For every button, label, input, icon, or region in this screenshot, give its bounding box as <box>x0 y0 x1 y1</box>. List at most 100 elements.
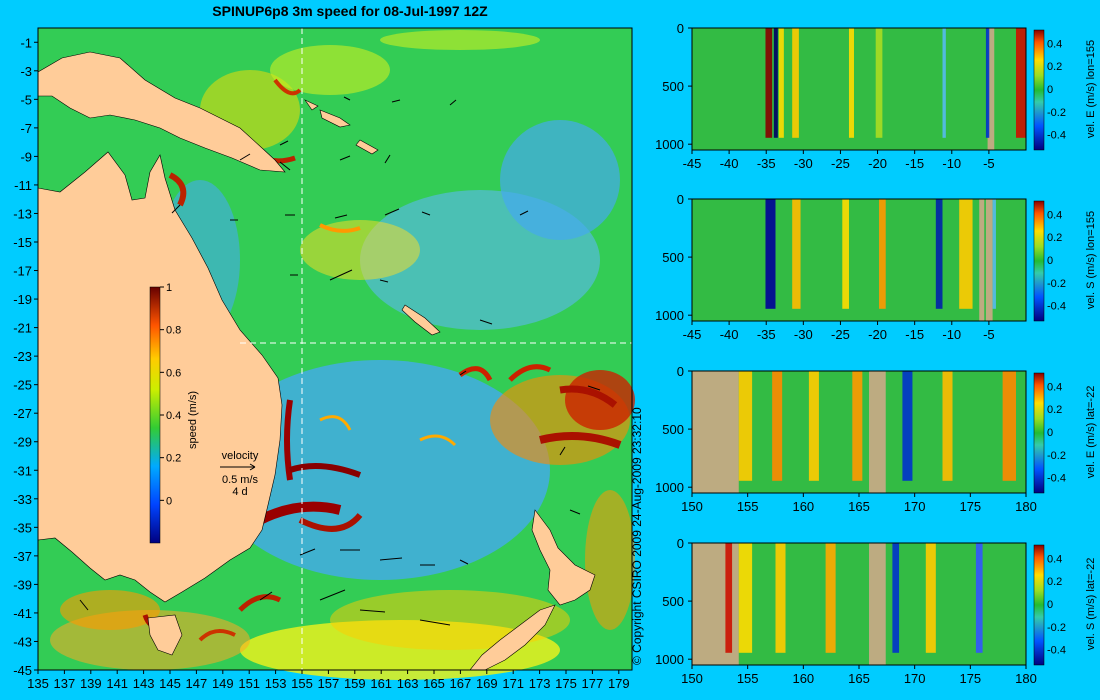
section-x-tick-label: -5 <box>983 327 995 342</box>
section-x-tick-label: 165 <box>848 499 870 514</box>
section-band <box>942 371 953 481</box>
section-x-tick-label: -35 <box>757 327 776 342</box>
section-colorbar-tick-label: -0.4 <box>1047 645 1066 657</box>
section-x-tick-label: 150 <box>681 671 703 686</box>
section-band <box>792 199 801 309</box>
section-band <box>987 28 995 150</box>
velocity-key-arrow <box>220 463 256 471</box>
section-x-tick-label: -15 <box>905 327 924 342</box>
section-x-tick-label: -40 <box>720 156 739 171</box>
map-y-tick-label: -21 <box>13 321 32 336</box>
section-band <box>959 199 973 309</box>
section-band <box>738 371 753 481</box>
section-x-tick-label: 180 <box>1015 671 1037 686</box>
section-frame <box>691 198 1027 322</box>
section-band <box>773 28 778 138</box>
section-band <box>1015 28 1026 138</box>
section-band <box>935 199 943 309</box>
section-y-tick-label: 500 <box>662 250 684 265</box>
section-colorbar-tick-label: 0 <box>1047 599 1053 611</box>
velocity-key: velocity 0.5 m/s 4 d <box>210 450 270 498</box>
section-band <box>879 199 886 309</box>
map-x-tick-label: 153 <box>265 676 287 691</box>
map-x-tick-label: 169 <box>476 676 498 691</box>
section-band <box>852 371 863 481</box>
map-y-tick-label: -25 <box>13 378 32 393</box>
velocity-key-time: 4 d <box>232 486 248 498</box>
section-x-tick-label: -10 <box>942 327 961 342</box>
map-x-tick-label: 179 <box>608 676 630 691</box>
map-x-tick-label: 147 <box>186 676 208 691</box>
section-band <box>778 28 784 138</box>
section-band <box>875 28 883 138</box>
speed-colorbar-gradient <box>149 286 161 544</box>
section-x-tick-label: 175 <box>959 671 981 686</box>
section-panel-2: -45 -40 -35 -30 -25 -20 -15 -10 -5 0 500 1000 0.4 0.2… <box>655 192 1097 342</box>
section-colorbar-label: vel. S (m/s) lon=155 <box>1085 211 1097 309</box>
section-x-tick-label: 175 <box>959 499 981 514</box>
map-x-tick-label: 151 <box>238 676 260 691</box>
section-y-tick-label: 0 <box>677 21 684 36</box>
section-colorbar-tick-label: 0.2 <box>1047 404 1062 416</box>
section-x-tick-label: 180 <box>1015 499 1037 514</box>
map-x-tick-label: 163 <box>397 676 419 691</box>
section-x-tick-label: -40 <box>720 327 739 342</box>
section-band <box>942 28 946 138</box>
new-zealand-north <box>531 509 596 606</box>
section-colorbar-tick-label: 0 <box>1047 255 1053 267</box>
section-x-tick-label: -45 <box>683 156 702 171</box>
section-band <box>825 543 836 653</box>
speed-colorbar-tick-label: 0.6 <box>166 367 181 379</box>
copyright-text: © Copyright CSIRO 2009 24-Aug-2009 23:32… <box>630 407 644 665</box>
map-x-axis: 135 137 139 141 143 145 147 149 151 153 155 157 159 1… <box>27 670 630 691</box>
map-x-tick-label: 139 <box>80 676 102 691</box>
section-colorbar-tick-label: 0.4 <box>1047 381 1062 393</box>
map-x-tick-label: 165 <box>423 676 445 691</box>
map-y-axis: -1 -3 -5 -7 -9 -11 -13 -15 -17 -19 -21 -23 -25 -27 -29… <box>13 35 38 678</box>
section-x-tick-label: -30 <box>794 327 813 342</box>
section-band <box>869 371 886 493</box>
map-x-tick-label: 161 <box>370 676 392 691</box>
speed-colorbar-tick-label: 0 <box>166 495 172 507</box>
section-band <box>979 199 985 321</box>
section-y-tick-label: 1000 <box>655 308 684 323</box>
section-y-tick-label: 0 <box>677 364 684 379</box>
section-x-tick-label: 170 <box>904 499 926 514</box>
section-band <box>738 543 753 653</box>
solomon-islands <box>319 109 351 128</box>
section-colorbar-label: vel. E (m/s) lon=155 <box>1085 40 1097 138</box>
map-y-tick-label: -3 <box>20 64 32 79</box>
speed-colorbar-tick-label: 0.4 <box>166 410 181 422</box>
map-y-tick-label: -1 <box>20 35 32 50</box>
map-x-tick-label: 171 <box>502 676 524 691</box>
section-band <box>848 28 854 138</box>
map-y-tick-label: -33 <box>13 492 32 507</box>
map-x-tick-label: 145 <box>159 676 181 691</box>
section-x-tick-label: -20 <box>868 327 887 342</box>
map-y-tick-label: -11 <box>14 178 32 193</box>
section-band <box>975 543 983 653</box>
map-x-tick-label: 167 <box>450 676 472 691</box>
map-y-tick-label: -39 <box>13 577 32 592</box>
map-y-tick-label: -15 <box>13 235 32 250</box>
new-guinea <box>37 51 286 173</box>
section-colorbar-tick-label: 0 <box>1047 84 1053 96</box>
section-x-tick-label: -35 <box>757 156 776 171</box>
section-band <box>985 199 993 321</box>
section-band <box>765 28 773 138</box>
speed-colorbar-tick-label: 0.8 <box>166 325 181 337</box>
velocity-key-scale: 0.5 m/s <box>221 474 259 486</box>
section-y-tick-label: 500 <box>662 594 684 609</box>
chart-title: SPINUP6p8 3m speed for 08-Jul-1997 12Z <box>212 3 488 19</box>
map-y-tick-label: -19 <box>13 292 32 307</box>
speed-colorbar-tick-label: 0.2 <box>166 453 181 465</box>
section-x-tick-label: 160 <box>792 671 814 686</box>
section-y-tick-label: 0 <box>677 192 684 207</box>
section-colorbar <box>1033 544 1045 666</box>
section-y-tick-label: 500 <box>662 422 684 437</box>
section-band <box>765 199 776 309</box>
map-y-tick-label: -13 <box>13 206 32 221</box>
section-band <box>902 371 913 481</box>
section-band <box>1002 371 1016 481</box>
map-y-tick-label: -45 <box>13 663 32 678</box>
